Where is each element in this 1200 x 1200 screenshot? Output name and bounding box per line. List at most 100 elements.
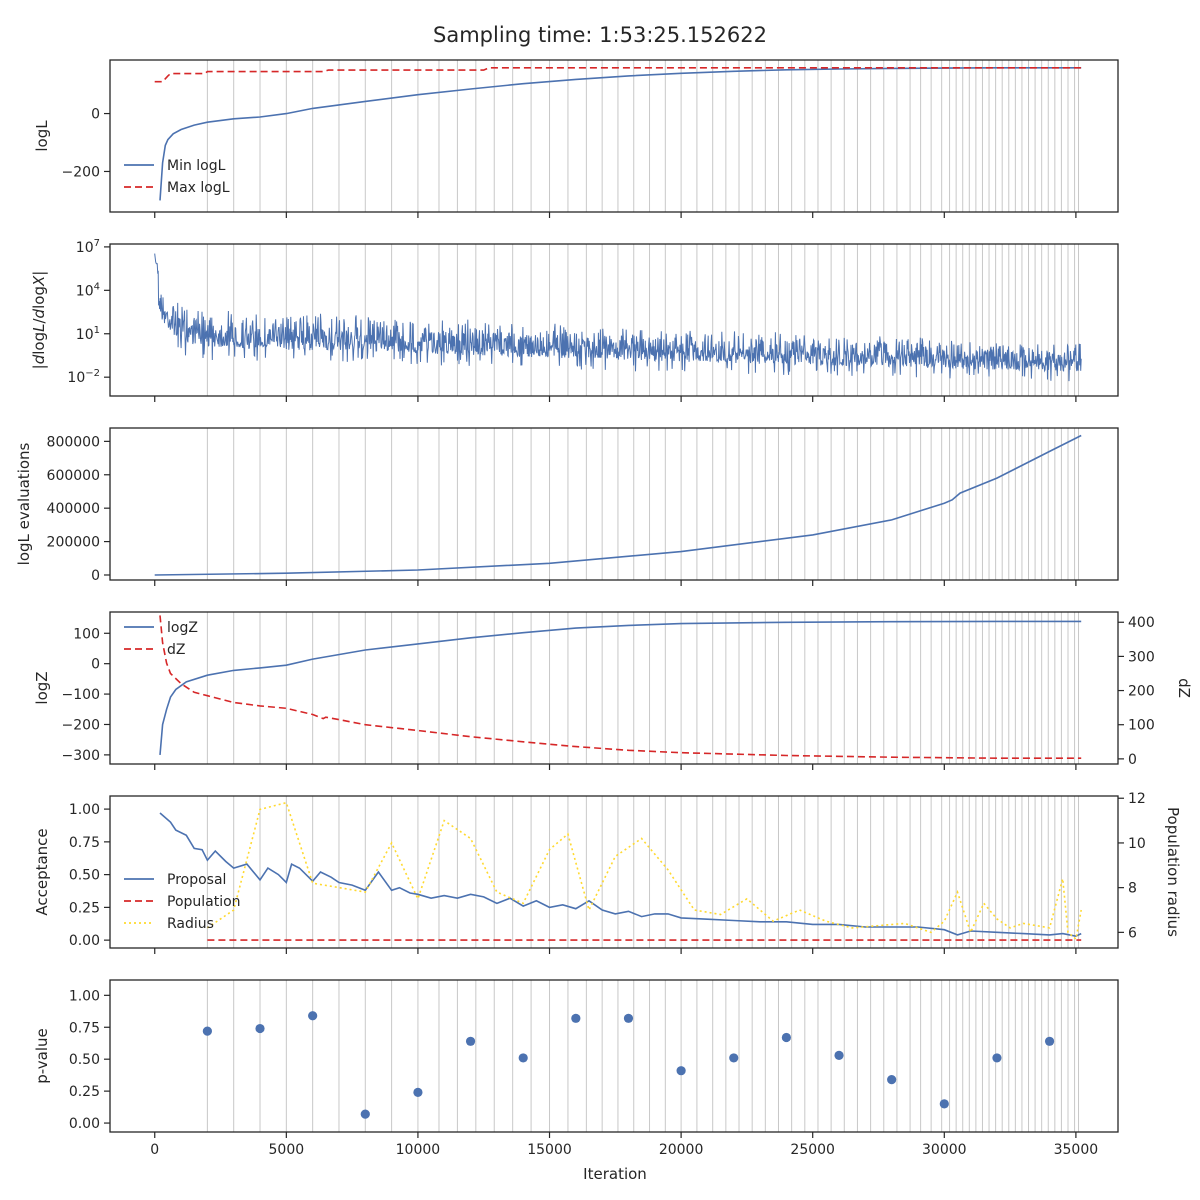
figure-title: Sampling time: 1:53:25.152622 — [433, 23, 767, 47]
series-max-logl-line — [154, 67, 1082, 83]
plot-area-acceptance — [159, 796, 1082, 948]
plot-area-logZ — [159, 612, 1082, 764]
plot-area-dlogL — [154, 244, 1082, 396]
y-tick-label: 400000 — [47, 501, 100, 517]
y-right-tick-label: 0 — [1128, 752, 1137, 768]
y-tick-label: 0.00 — [69, 933, 100, 949]
axes-frame — [109, 427, 1119, 581]
data-point — [518, 1053, 528, 1063]
legend-label-dz: dZ — [167, 642, 185, 658]
series-logz-line — [159, 620, 1082, 755]
plot-area-logL — [154, 60, 1082, 212]
y-right-tick-label: 8 — [1128, 881, 1137, 897]
y-tick-label: −300 — [62, 748, 100, 764]
panel-logZ: 100 0 −100 −200 −300 400 300 200 100 0 logZ dZ logZ d… — [33, 611, 1193, 770]
panel-acceptance: 0.00 0.25 0.50 0.75 1.00 6 8 10 12 Acceptance Popu… — [33, 791, 1182, 954]
x-tick-label: 20000 — [659, 1142, 704, 1158]
y-tick-label: 600000 — [47, 468, 100, 484]
axes-frame — [109, 59, 1119, 213]
x-tick-label: 15000 — [527, 1142, 572, 1158]
legend-label-max-logl: Max logL — [167, 180, 230, 196]
y-axis-label: Acceptance — [33, 828, 51, 915]
y-axis-label: logZ — [33, 671, 51, 704]
legend-label-min-logl: Min logL — [167, 158, 226, 174]
y-right-tick-label: 10 — [1128, 836, 1146, 852]
x-tick-label: 10000 — [396, 1142, 441, 1158]
y-right-axis-label: Population radius — [1164, 807, 1182, 937]
y-right-tick-label: 6 — [1128, 925, 1137, 941]
data-point — [887, 1075, 897, 1085]
data-point — [939, 1099, 949, 1109]
axes-frame — [109, 611, 1119, 765]
y-tick-label: 0 — [91, 568, 100, 584]
y-tick-label: 0.50 — [69, 1052, 100, 1068]
x-tick-label: 25000 — [790, 1142, 835, 1158]
y-tick-label: −200 — [62, 164, 100, 180]
y-axis-label: p-value — [33, 1028, 51, 1084]
series-proposal-line — [159, 812, 1082, 938]
y-right-tick-label: 400 — [1128, 615, 1155, 631]
y-axis-label: logL — [33, 120, 51, 152]
data-point — [1044, 1036, 1055, 1046]
y-tick-label: 1.00 — [69, 988, 100, 1004]
data-point — [676, 1066, 686, 1076]
x-tick-label: 35000 — [1054, 1142, 1099, 1158]
y-right-axis-label: dZ — [1175, 678, 1193, 698]
legend-label-radius: Radius — [167, 916, 214, 932]
data-point — [413, 1087, 423, 1098]
data-point — [992, 1053, 1002, 1063]
series-min-logl-line — [159, 67, 1082, 201]
data-point — [465, 1036, 476, 1046]
y-tick-label: 0.50 — [69, 868, 100, 884]
panel-dlogL: 107 104 101 10−2 |dlogL/dlogX| — [30, 238, 1119, 402]
y-tick-label: 104 — [76, 281, 100, 299]
y-tick-label: −200 — [62, 717, 100, 733]
y-right-tick-label: 200 — [1128, 684, 1155, 700]
y-tick-label: 200000 — [47, 535, 100, 551]
y-tick-label: 1.00 — [69, 802, 100, 818]
y-tick-label: 0.00 — [69, 1116, 100, 1132]
y-tick-label: 0.25 — [69, 1084, 100, 1100]
y-tick-label: 101 — [76, 325, 100, 343]
x-tick-label: 5000 — [269, 1142, 305, 1158]
y-tick-label: 107 — [76, 238, 100, 256]
panel-pvalue: 0.00 0.25 0.50 0.75 1.00 0 5000 10000 15000 20000… — [33, 979, 1119, 1158]
data-point — [360, 1109, 370, 1119]
axes-frame — [109, 979, 1119, 1133]
x-tick-label: 30000 — [922, 1142, 967, 1158]
data-point — [202, 1026, 212, 1036]
panels: 0 −200 logL Min logL Max logL 107 104 101 10−2 |d… — [15, 59, 1193, 1158]
series-evaluations-line — [154, 434, 1082, 576]
y-tick-label: 800000 — [47, 434, 100, 450]
axes-frame — [109, 795, 1119, 949]
y-tick-label: 0 — [91, 657, 100, 673]
x-axis-label: Iteration — [583, 1165, 647, 1183]
y-tick-label: −100 — [62, 687, 100, 703]
series-radius-line — [206, 801, 1082, 941]
y-tick-label: 0 — [91, 107, 100, 123]
y-tick-label: 100 — [73, 626, 100, 642]
x-tick-label: 0 — [150, 1142, 159, 1158]
panel-evaluations: 0 200000 400000 600000 800000 logL evaluation… — [15, 427, 1119, 586]
legend-label-proposal: Proposal — [167, 872, 226, 888]
y-tick-label: 10−2 — [67, 368, 100, 386]
series-dlogL-line — [154, 253, 1082, 382]
y-tick-label: 0.25 — [69, 900, 100, 916]
y-right-tick-label: 300 — [1128, 649, 1155, 665]
plot-area-evaluations — [154, 428, 1082, 580]
data-point — [308, 1011, 318, 1021]
y-tick-label: 0.75 — [69, 1020, 100, 1036]
legend-label-logz: logZ — [167, 620, 198, 636]
y-right-tick-label: 12 — [1128, 791, 1146, 807]
y-axis-label: |dlogL/dlogX| — [30, 271, 48, 370]
plot-area-pvalue — [202, 980, 1080, 1132]
data-point — [781, 1032, 791, 1043]
data-point — [729, 1053, 739, 1063]
legend-label-population: Population — [167, 894, 241, 910]
data-point — [834, 1050, 844, 1060]
y-right-tick-label: 100 — [1128, 718, 1155, 734]
data-point — [623, 1013, 634, 1023]
series-dz-line — [159, 615, 1082, 759]
